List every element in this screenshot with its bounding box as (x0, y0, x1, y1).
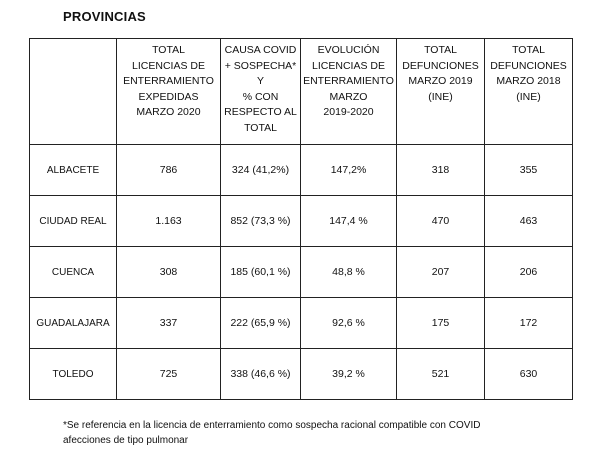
table-row: TOLEDO 725 338 (46,6 %) 39,2 % 521 630 (29, 348, 573, 400)
table-cell: 222 (65,9 %) (220, 297, 301, 349)
table-cell: 206 (484, 246, 573, 298)
table-row: GUADALAJARA 337 222 (65,9 %) 92,6 % 175 … (29, 297, 573, 349)
table-cell: 318 (396, 144, 485, 196)
table-cell: 147,4 % (300, 195, 397, 247)
table-cell: 324 (41,2%) (220, 144, 301, 196)
header-cell-total-licencias: TOTAL LICENCIAS DE ENTERRAMIENTO EXPEDID… (116, 38, 221, 145)
table-cell: 48,8 % (300, 246, 397, 298)
table-cell: 337 (116, 297, 221, 349)
province-cell: GUADALAJARA (29, 297, 117, 349)
province-cell: ALBACETE (29, 144, 117, 196)
footnote: *Se referencia en la licencia de enterra… (63, 418, 480, 448)
table-cell: 463 (484, 195, 573, 247)
footnote-line: afecciones de tipo pulmonar (63, 435, 189, 446)
table-cell: 92,6 % (300, 297, 397, 349)
table-cell: 175 (396, 297, 485, 349)
table-header-row: TOTAL LICENCIAS DE ENTERRAMIENTO EXPEDID… (29, 38, 573, 145)
section-title: PROVINCIAS (63, 9, 146, 24)
table-cell: 521 (396, 348, 485, 400)
table-cell: 852 (73,3 %) (220, 195, 301, 247)
table-cell: 470 (396, 195, 485, 247)
table-cell: 185 (60,1 %) (220, 246, 301, 298)
table-cell: 630 (484, 348, 573, 400)
header-cell-causa-covid: CAUSA COVID + SOSPECHA* Y % CON RESPECTO… (220, 38, 301, 145)
table-cell: 355 (484, 144, 573, 196)
header-cell-evolucion: EVOLUCIÓN LICENCIAS DE ENTERRAMIENTO MAR… (300, 38, 397, 145)
provinces-table: TOTAL LICENCIAS DE ENTERRAMIENTO EXPEDID… (29, 38, 573, 400)
table-cell: 39,2 % (300, 348, 397, 400)
header-cell-defunciones-2018: TOTAL DEFUNCIONES MARZO 2018 (INE) (484, 38, 573, 145)
header-cell-province (29, 38, 117, 145)
header-cell-defunciones-2019: TOTAL DEFUNCIONES MARZO 2019 (INE) (396, 38, 485, 145)
table-cell: 172 (484, 297, 573, 349)
province-cell: CUENCA (29, 246, 117, 298)
table-cell: 1.163 (116, 195, 221, 247)
table-cell: 338 (46,6 %) (220, 348, 301, 400)
table-cell: 308 (116, 246, 221, 298)
table-row: CUENCA 308 185 (60,1 %) 48,8 % 207 206 (29, 246, 573, 298)
table-cell: 147,2% (300, 144, 397, 196)
table-row: CIUDAD REAL 1.163 852 (73,3 %) 147,4 % 4… (29, 195, 573, 247)
footnote-line: *Se referencia en la licencia de enterra… (63, 420, 481, 431)
table-cell: 786 (116, 144, 221, 196)
table-row: ALBACETE 786 324 (41,2%) 147,2% 318 355 (29, 144, 573, 196)
table-cell: 207 (396, 246, 485, 298)
province-cell: TOLEDO (29, 348, 117, 400)
table-cell: 725 (116, 348, 221, 400)
province-cell: CIUDAD REAL (29, 195, 117, 247)
